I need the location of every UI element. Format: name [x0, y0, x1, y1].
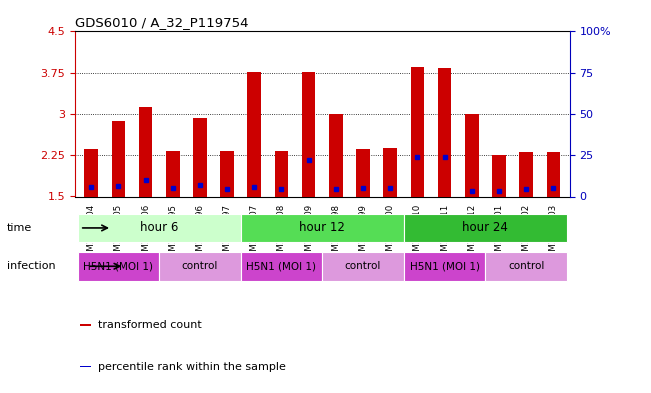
Bar — [247, 72, 261, 196]
Bar — [80, 324, 90, 326]
Bar — [486, 252, 567, 281]
Bar — [193, 118, 207, 196]
Text: transformed count: transformed count — [98, 320, 202, 330]
Bar — [404, 252, 486, 281]
Text: hour 12: hour 12 — [299, 221, 345, 235]
Bar — [80, 366, 90, 367]
Bar — [383, 148, 397, 196]
Bar — [220, 151, 234, 196]
Bar — [356, 149, 370, 196]
Bar — [77, 214, 241, 242]
Bar — [111, 121, 125, 196]
Bar — [85, 149, 98, 196]
Text: H5N1 (MOI 1): H5N1 (MOI 1) — [247, 261, 316, 271]
Bar — [139, 107, 152, 196]
Bar — [322, 252, 404, 281]
Bar — [166, 151, 180, 196]
Bar — [241, 252, 322, 281]
Bar — [77, 252, 159, 281]
Bar — [275, 151, 288, 196]
Text: GDS6010 / A_32_P119754: GDS6010 / A_32_P119754 — [75, 16, 249, 29]
Bar — [437, 68, 451, 196]
Text: H5N1 (MOI 1): H5N1 (MOI 1) — [409, 261, 480, 271]
Text: hour 24: hour 24 — [462, 221, 508, 235]
Text: percentile rank within the sample: percentile rank within the sample — [98, 362, 286, 372]
Bar — [411, 67, 424, 196]
Text: hour 6: hour 6 — [140, 221, 178, 235]
Text: time: time — [7, 223, 32, 233]
Bar — [329, 114, 342, 196]
Text: control: control — [182, 261, 218, 271]
Bar — [241, 214, 404, 242]
Bar — [465, 114, 478, 196]
Bar — [492, 155, 506, 196]
Bar — [302, 72, 316, 196]
Bar — [547, 152, 560, 196]
Text: H5N1 (MOI 1): H5N1 (MOI 1) — [83, 261, 154, 271]
Bar — [404, 214, 567, 242]
Text: control: control — [508, 261, 544, 271]
Text: control: control — [345, 261, 381, 271]
Bar — [519, 152, 533, 196]
Bar — [159, 252, 241, 281]
Text: infection: infection — [7, 261, 55, 271]
